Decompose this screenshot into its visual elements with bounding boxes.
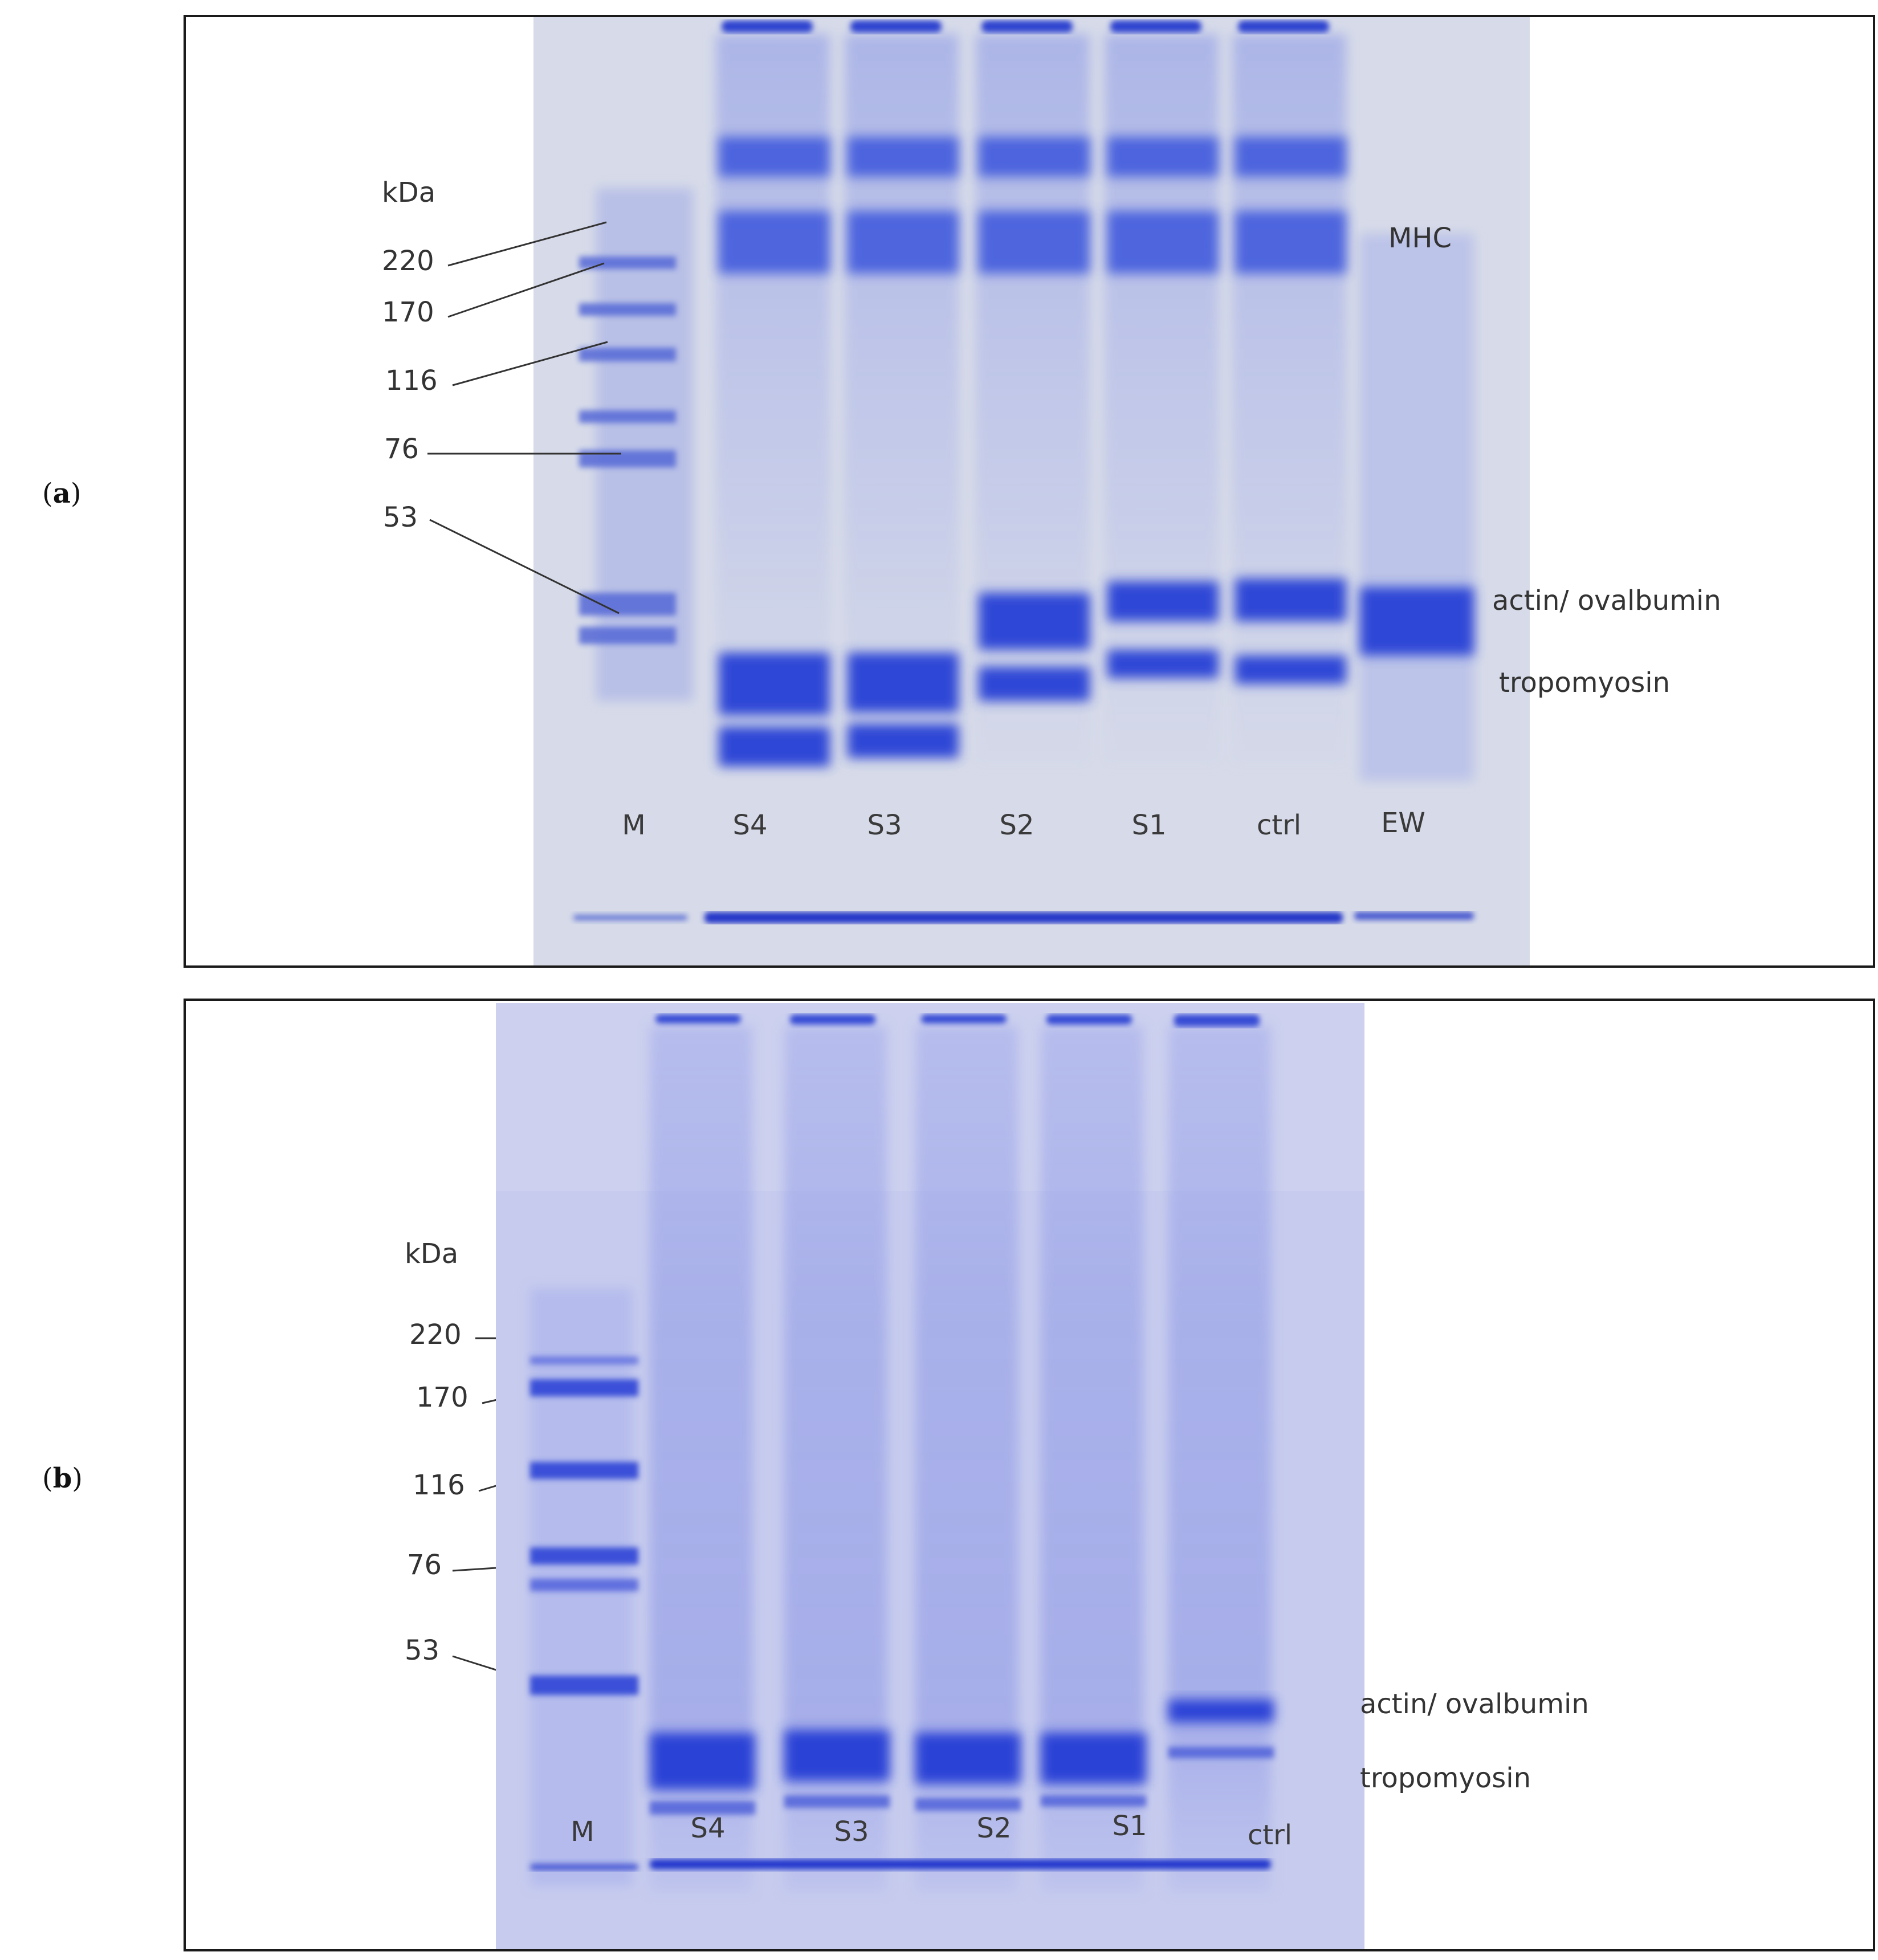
panel-b-frame [184,999,1875,1951]
panel-b-marker-53: 53 [405,1635,440,1666]
panel-a-lane-label: ctrl [1256,809,1302,841]
panel-a-frame [184,15,1875,968]
panel-b-marker-220: 220 [409,1319,462,1351]
panel-a-lane-label: M [622,809,646,841]
panel-b-lane-label: S4 [690,1812,726,1844]
panel-a-marker-220: 220 [382,245,434,277]
panel-a-marker-53: 53 [383,502,418,533]
panel-a-lane-label: S1 [1131,809,1167,841]
panel-a-marker-116: 116 [385,365,438,397]
panel-b-actin-label: actin/ ovalbumin [1360,1688,1589,1720]
gel-image-b [496,1003,1364,1949]
panel-a-label: (a) [42,478,82,510]
panel-a-mhc-label: MHC [1388,222,1452,254]
panel-a-unit-label: kDa [382,177,436,209]
panel-b-unit-label: kDa [405,1238,459,1270]
panel-a-tropomyosin-label: tropomyosin [1499,667,1670,699]
panel-b-lane-label: ctrl [1247,1819,1293,1851]
panel-a-lane-label: S3 [867,809,902,841]
panel-b-lane-label: M [571,1816,594,1848]
panel-b-label: (b) [42,1462,83,1494]
panel-b-marker-116: 116 [413,1469,465,1501]
gel-image-a [533,17,1530,965]
panel-b-marker-76: 76 [407,1549,442,1581]
panel-a-marker-76: 76 [384,433,419,465]
panel-b-lane-label: S1 [1112,1810,1147,1842]
panel-a-lane-label: S2 [999,809,1034,841]
panel-b-marker-170: 170 [416,1382,469,1413]
panel-a-actin-label: actin/ ovalbumin [1492,585,1721,617]
panel-b-tropomyosin-label: tropomyosin [1360,1762,1531,1794]
panel-a-lane-label: S4 [732,809,768,841]
panel-b-lane-label: S3 [834,1816,869,1848]
panel-b-lane-label: S2 [976,1812,1012,1844]
panel-a-lane-label: EW [1381,807,1425,839]
panel-a-marker-170: 170 [382,296,434,328]
